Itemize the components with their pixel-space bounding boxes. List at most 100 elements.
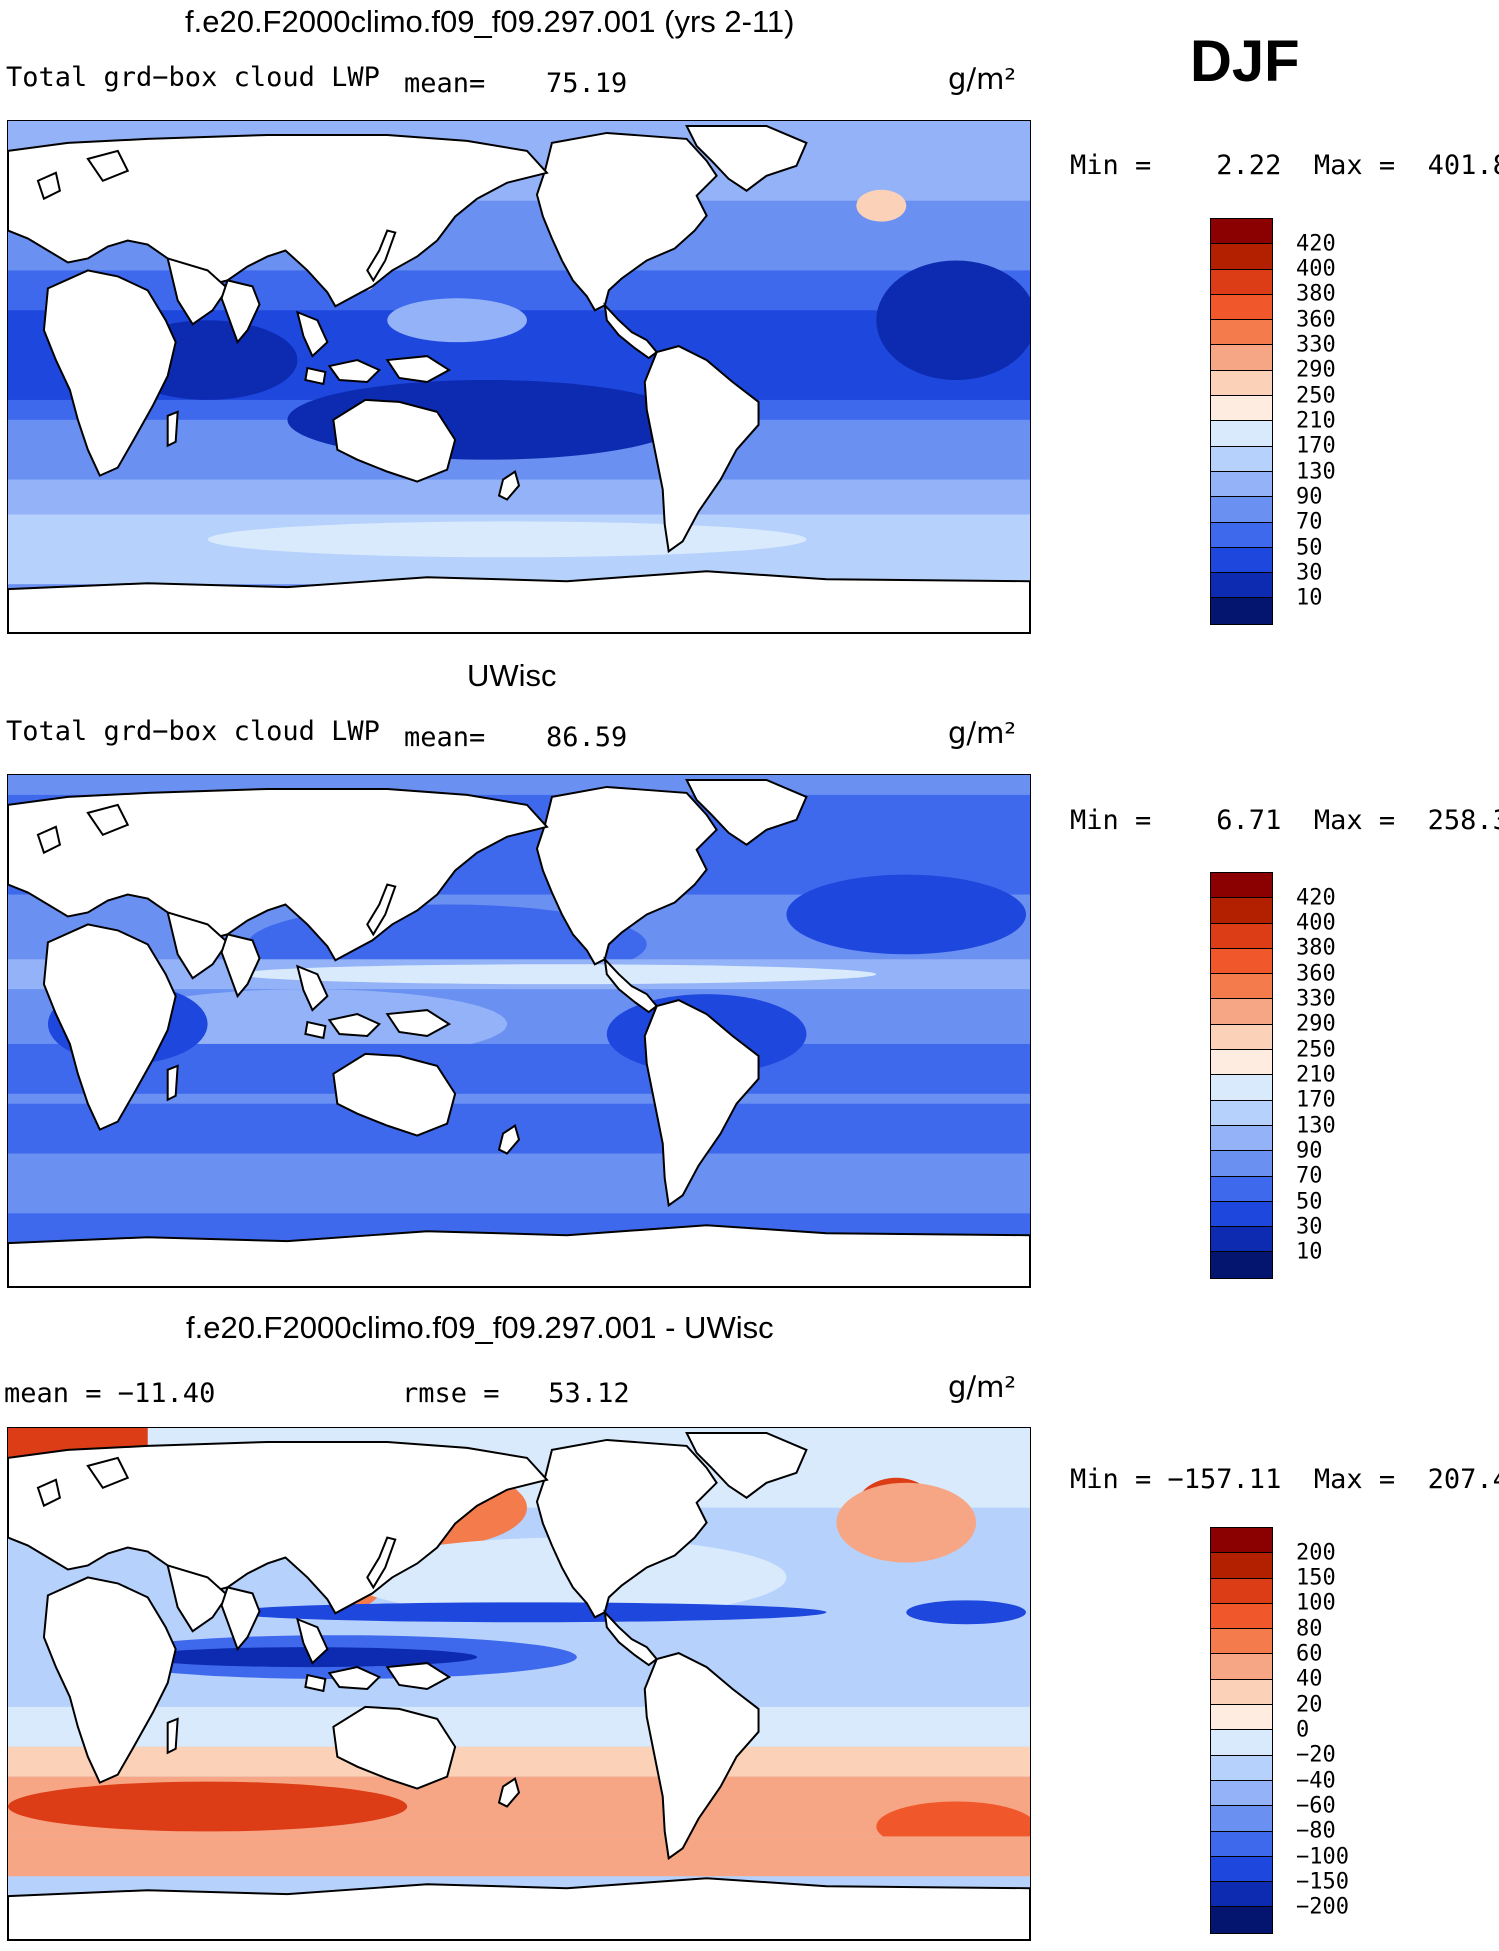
panel1-colorbar-seg (1211, 497, 1272, 523)
panel1-tick: 50 (1296, 535, 1323, 561)
panel3-colorbar-seg (1211, 1654, 1272, 1680)
panel1-tick: 130 (1296, 459, 1336, 485)
season-label: DJF (1190, 29, 1300, 94)
panel2-colorbar-seg (1211, 1050, 1272, 1076)
panel1-colorbar-seg (1211, 471, 1272, 498)
panel2-units: g/m² (948, 716, 1017, 750)
panel2-tick: 170 (1296, 1087, 1336, 1113)
panel3-colorbar-seg (1211, 1528, 1272, 1554)
panel1-colorbar (1210, 218, 1273, 625)
panel3-tick: 200 (1296, 1540, 1336, 1566)
panel3-colorbar (1210, 1527, 1273, 1934)
panel2-colorbar-seg (1211, 1227, 1272, 1253)
panel2-tick: 70 (1296, 1163, 1323, 1189)
panel1-tick: 330 (1296, 332, 1336, 358)
panel2-tick: 420 (1296, 885, 1336, 911)
panel2-tick: 10 (1296, 1239, 1323, 1265)
panel3-tick: −200 (1296, 1894, 1349, 1920)
panel3-colorbar-seg (1211, 1882, 1272, 1908)
panel3-tick: −60 (1296, 1793, 1336, 1819)
panel1-min-max: Min = 2.22 Max = 401.83 (1070, 150, 1499, 181)
panel3-colorbar-seg (1211, 1806, 1272, 1832)
panel2-colorbar-seg (1211, 1252, 1272, 1278)
panel1-colorbar-seg (1211, 421, 1272, 447)
panel3-colorbar-seg (1211, 1578, 1272, 1604)
panel2-tick: 290 (1296, 1011, 1336, 1037)
panel1-colorbar-seg (1211, 446, 1272, 472)
panel1-mean-label: mean= (404, 68, 486, 99)
panel2-tick: 30 (1296, 1214, 1323, 1240)
panel1-tick: 170 (1296, 433, 1336, 459)
panel1-colorbar-seg (1211, 244, 1272, 270)
panel3-map (7, 1427, 1031, 1941)
panel3-units: g/m² (948, 1370, 1017, 1404)
panel1-colorbar-seg (1211, 320, 1272, 346)
panel2-tick: 90 (1296, 1138, 1323, 1164)
panel1-tick: 210 (1296, 408, 1336, 434)
panel2-colorbar-seg (1211, 1201, 1272, 1228)
panel3-tick: −40 (1296, 1768, 1336, 1794)
panel2-colorbar-seg (1211, 999, 1272, 1025)
panel3-colorbar-seg (1211, 1730, 1272, 1756)
panel1-tick: 90 (1296, 484, 1323, 510)
panel3-mean: mean = −11.40 (4, 1378, 216, 1409)
panel3-colorbar-seg (1211, 1780, 1272, 1807)
panel3-tick: −20 (1296, 1742, 1336, 1768)
panel3-colorbar-seg (1211, 1831, 1272, 1857)
panel1-mean-value: 75.19 (546, 68, 628, 99)
panel1-units: g/m² (948, 62, 1017, 96)
panel2-min-max: Min = 6.71 Max = 258.39 (1070, 805, 1499, 836)
panel3-tick: −80 (1296, 1818, 1336, 1844)
panel3-tick: 40 (1296, 1666, 1323, 1692)
panel1-colorbar-seg (1211, 294, 1272, 321)
panel3-tick: 150 (1296, 1565, 1336, 1591)
panel2-colorbar-seg (1211, 1151, 1272, 1177)
panel1-colorbar-seg (1211, 370, 1272, 397)
panel2-colorbar-seg (1211, 1075, 1272, 1101)
panel3-colorbar-seg (1211, 1629, 1272, 1655)
panel2-tick: 400 (1296, 910, 1336, 936)
panel2-tick: 380 (1296, 935, 1336, 961)
panel2-colorbar-seg (1211, 1024, 1272, 1051)
panel2-colorbar-seg (1211, 873, 1272, 899)
panel1-title: f.e20.F2000climo.f09_f09.297.001 (yrs 2-… (185, 4, 795, 39)
panel3-tick: −100 (1296, 1844, 1349, 1870)
panel1-variable: Total grd−box cloud LWP (6, 62, 380, 93)
panel2-colorbar (1210, 872, 1273, 1279)
panel2-tick: 210 (1296, 1062, 1336, 1088)
panel2-tick: 50 (1296, 1189, 1323, 1215)
panel3-tick: 0 (1296, 1717, 1310, 1743)
panel3-tick: 20 (1296, 1692, 1323, 1718)
panel1-tick: 290 (1296, 357, 1336, 383)
panel3-colorbar-seg (1211, 1907, 1272, 1933)
panel3-tick: 80 (1296, 1616, 1323, 1642)
panel2-colorbar-seg (1211, 898, 1272, 924)
panel1-tick: 70 (1296, 509, 1323, 535)
panel2-colorbar-seg (1211, 948, 1272, 975)
panel3-tick: −150 (1296, 1869, 1349, 1895)
panel1-colorbar-seg (1211, 573, 1272, 599)
panel2-mean-value: 86.59 (546, 722, 628, 753)
panel3-min-max: Min = −157.11 Max = 207.41 (1070, 1464, 1499, 1495)
panel2-tick: 330 (1296, 986, 1336, 1012)
panel2-title: UWisc (467, 658, 557, 693)
panel3-colorbar-seg (1211, 1755, 1272, 1781)
panel1-colorbar-seg (1211, 219, 1272, 245)
panel3-tick: 60 (1296, 1641, 1323, 1667)
panel2-tick: 360 (1296, 961, 1336, 987)
panel1-colorbar-seg (1211, 522, 1272, 548)
panel1-tick: 400 (1296, 256, 1336, 282)
panel1-colorbar-seg (1211, 396, 1272, 422)
panel1-colorbar-seg (1211, 269, 1272, 295)
panel1-tick: 380 (1296, 281, 1336, 307)
panel2-variable: Total grd−box cloud LWP (6, 716, 380, 747)
panel2-tick: 130 (1296, 1113, 1336, 1139)
panel1-tick: 250 (1296, 383, 1336, 409)
panel3-title: f.e20.F2000climo.f09_f09.297.001 - UWisc (186, 1310, 774, 1345)
panel3-colorbar-seg (1211, 1679, 1272, 1706)
panel2-tick: 250 (1296, 1037, 1336, 1063)
panel3-colorbar-seg (1211, 1856, 1272, 1883)
panel2-colorbar-seg (1211, 923, 1272, 949)
panel1-colorbar-seg (1211, 345, 1272, 371)
panel1-tick: 420 (1296, 231, 1336, 257)
